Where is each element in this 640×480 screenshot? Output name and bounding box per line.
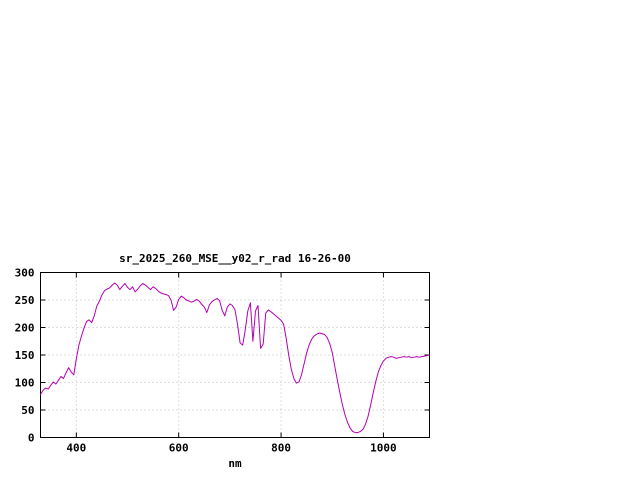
- y-tick-label: 300: [15, 267, 35, 280]
- y-tick-label: 150: [15, 349, 35, 362]
- y-tick-label: 200: [15, 322, 35, 335]
- x-tick-label: 400: [66, 442, 86, 455]
- x-tick-label: 600: [169, 442, 189, 455]
- x-tick-label: 1000: [370, 442, 397, 455]
- y-tick-label: 250: [15, 294, 35, 307]
- plot-frame: [40, 272, 430, 438]
- chart-title: sr_2025_260_MSE__y02_r_rad 16-26-00: [119, 252, 351, 265]
- x-axis-label: nm: [228, 457, 242, 470]
- x-tick-label: 800: [271, 442, 291, 455]
- y-tick-label: 50: [21, 404, 34, 417]
- spectrum-line: [40, 282, 430, 434]
- y-tick-label: 100: [15, 377, 35, 390]
- y-tick-label: 0: [28, 432, 35, 445]
